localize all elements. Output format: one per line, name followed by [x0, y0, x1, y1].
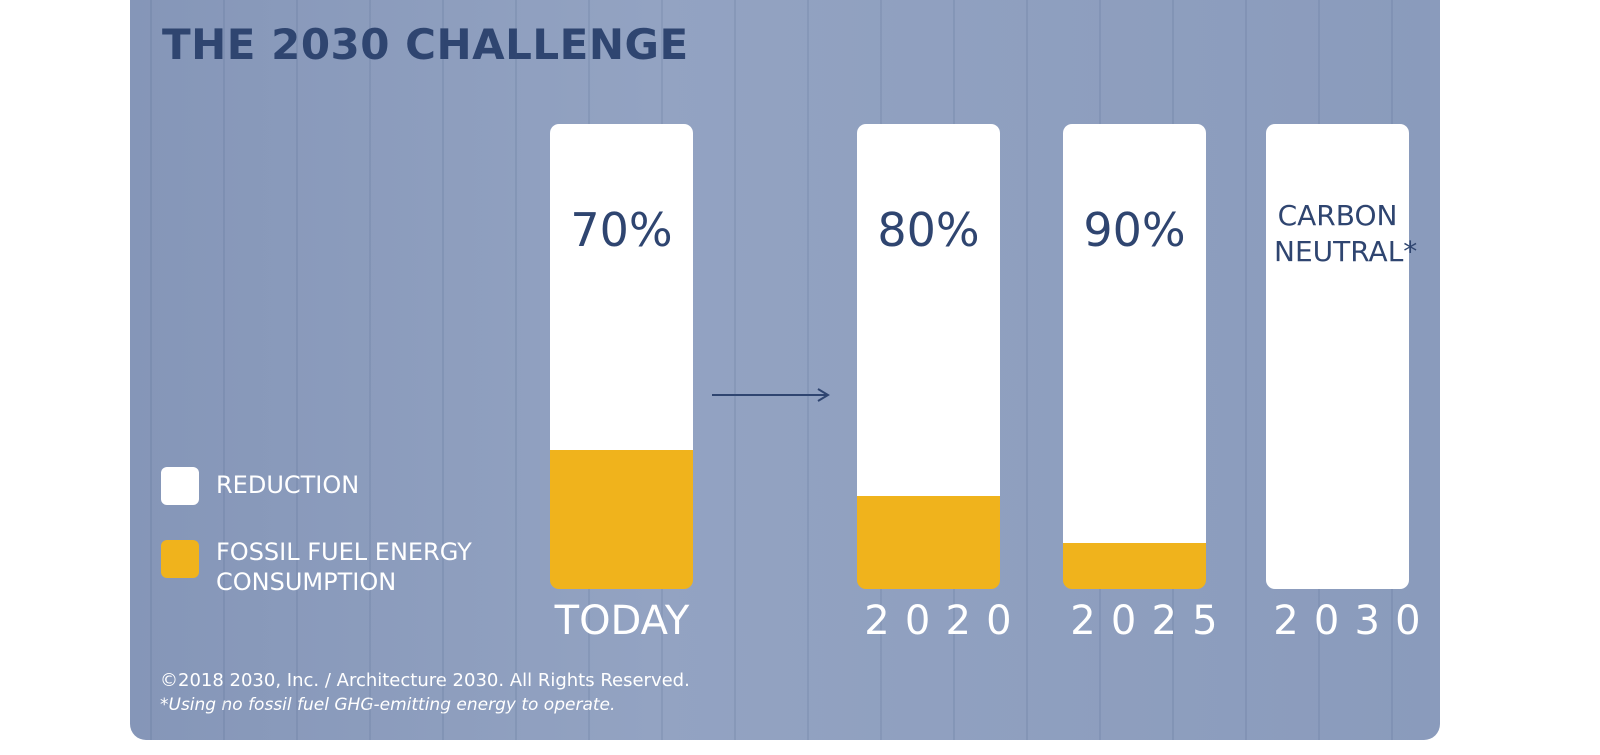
bar-segment [1266, 124, 1409, 589]
chart-title: THE 2030 CHALLENGE [162, 20, 689, 69]
legend-label: REDUCTION [216, 471, 360, 499]
bar-stack [550, 124, 693, 589]
card: THE 2030 CHALLENGE ©2018 2030, Inc. / Ar… [130, 0, 1440, 740]
bar-segment [857, 496, 1000, 589]
legend-swatch [161, 540, 199, 578]
x-tick-label: 2025 [1070, 598, 1233, 644]
x-tick-label: TODAY [554, 598, 690, 644]
value-label: 70% [570, 203, 673, 257]
value-label: 90% [1083, 203, 1186, 257]
value-label: CARBON NEUTRAL* [1274, 199, 1418, 268]
bar-segment [1063, 542, 1206, 589]
legend-swatch [161, 467, 199, 505]
arrow [712, 388, 830, 402]
legend-label: FOSSIL FUEL ENERGY CONSUMPTION [216, 538, 472, 596]
bar-stack [1063, 124, 1206, 589]
footnote: *Using no fossil fuel GHG-emitting energ… [160, 695, 616, 715]
copyright: ©2018 2030, Inc. / Architecture 2030. Al… [160, 670, 690, 691]
bar-segment [1063, 124, 1206, 543]
value-label: 80% [877, 203, 980, 257]
bar-segment [550, 124, 693, 450]
bar-stack [1266, 124, 1409, 589]
x-tick-label: 2030 [1273, 598, 1436, 644]
bar-segment [550, 449, 693, 589]
bar-stack [857, 124, 1000, 589]
bar-segment [857, 124, 1000, 496]
x-tick-label: 2020 [864, 598, 1027, 644]
